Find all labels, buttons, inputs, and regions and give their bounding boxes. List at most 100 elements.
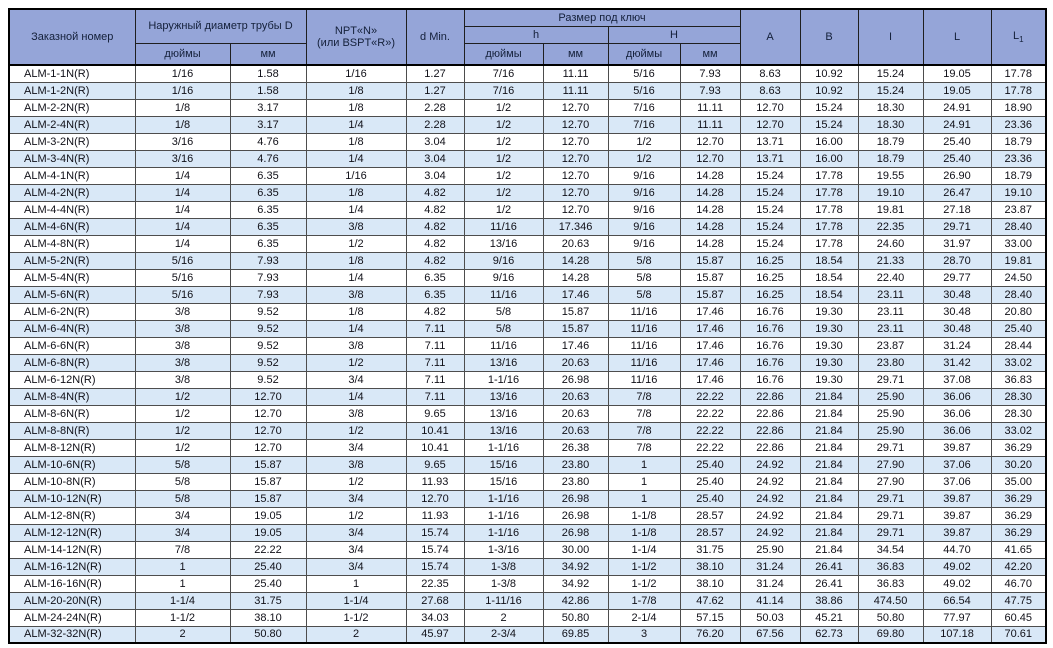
col-a-cell: 24.92 xyxy=(739,455,801,474)
d-min-cell: 2.28 xyxy=(405,115,465,134)
h-cap-inches-cell: 1-7/8 xyxy=(607,591,681,610)
col-a-cell: 22.86 xyxy=(739,421,801,440)
col-i-cell: 69.80 xyxy=(857,625,924,644)
table-row: ALM-1-1N(R) 1/16 1.58 1/16 1.27 7/16 11.11 5/16… xyxy=(8,64,1047,83)
col-l1-cell: 17.78 xyxy=(990,64,1047,83)
h-cap-mm-cell: 7.93 xyxy=(679,64,741,83)
h-cap-mm-cell: 22.22 xyxy=(679,421,741,440)
col-l-cell: 28.70 xyxy=(922,251,992,270)
order-number-cell: ALM-4-8N(R) xyxy=(8,234,136,253)
d-mm-cell: 12.70 xyxy=(229,438,307,457)
col-b-cell: 21.84 xyxy=(799,472,859,491)
h-mm-cell: 12.70 xyxy=(542,183,609,202)
h-inches-cell: 1-1/16 xyxy=(463,489,544,508)
h-inches-cell: 1/2 xyxy=(463,166,544,185)
d-min-cell: 12.70 xyxy=(405,489,465,508)
header-col-l1: L1 xyxy=(990,8,1047,66)
h-inches-cell: 1/2 xyxy=(463,115,544,134)
table-row: ALM-8-4N(R) 1/2 12.70 1/4 7.11 13/16 20.63 7/8 2… xyxy=(8,387,1047,406)
table-row: ALM-4-2N(R) 1/4 6.35 1/8 4.82 1/2 12.70 9/16 14.… xyxy=(8,183,1047,202)
h-cap-inches-cell: 1-1/2 xyxy=(607,557,681,576)
header-h-inches: дюймы xyxy=(463,42,544,66)
order-number-cell: ALM-3-4N(R) xyxy=(8,149,136,168)
d-min-cell: 7.11 xyxy=(405,387,465,406)
col-b-cell: 17.78 xyxy=(799,234,859,253)
table-row: ALM-2-4N(R) 1/8 3.17 1/4 2.28 1/2 12.70 7/16 11.… xyxy=(8,115,1047,134)
h-cap-mm-cell: 17.46 xyxy=(679,370,741,389)
d-inches-cell: 1/16 xyxy=(134,81,231,100)
h-inches-cell: 1-3/8 xyxy=(463,557,544,576)
col-l1-cell: 42.20 xyxy=(990,557,1047,576)
h-mm-cell: 34.92 xyxy=(542,557,609,576)
npt-cell: 3/4 xyxy=(305,438,407,457)
d-mm-cell: 4.76 xyxy=(229,149,307,168)
h-cap-mm-cell: 11.11 xyxy=(679,98,741,117)
col-l1-cell: 70.61 xyxy=(990,625,1047,644)
order-number-cell: ALM-6-4N(R) xyxy=(8,319,136,338)
col-i-cell: 50.80 xyxy=(857,608,924,627)
d-mm-cell: 9.52 xyxy=(229,302,307,321)
h-cap-inches-cell: 11/16 xyxy=(607,370,681,389)
table-row: ALM-8-8N(R) 1/2 12.70 1/2 10.41 13/16 20.63 7/8… xyxy=(8,421,1047,440)
d-mm-cell: 19.05 xyxy=(229,523,307,542)
table-row: ALM-5-6N(R) 5/16 7.93 3/8 6.35 11/16 17.46 5/8 1… xyxy=(8,285,1047,304)
table-row: ALM-4-6N(R) 1/4 6.35 3/8 4.82 11/16 17.346 9/16… xyxy=(8,217,1047,236)
col-i-cell: 29.71 xyxy=(857,438,924,457)
h-inches-cell: 13/16 xyxy=(463,421,544,440)
d-min-cell: 6.35 xyxy=(405,268,465,287)
d-mm-cell: 3.17 xyxy=(229,115,307,134)
col-l1-cell: 28.30 xyxy=(990,387,1047,406)
col-b-cell: 26.41 xyxy=(799,557,859,576)
h-cap-inches-cell: 5/16 xyxy=(607,64,681,83)
d-min-cell: 4.82 xyxy=(405,183,465,202)
d-inches-cell: 1/2 xyxy=(134,421,231,440)
h-cap-mm-cell: 17.46 xyxy=(679,336,741,355)
col-i-cell: 23.11 xyxy=(857,302,924,321)
d-inches-cell: 3/8 xyxy=(134,319,231,338)
h-mm-cell: 12.70 xyxy=(542,149,609,168)
col-l-cell: 36.06 xyxy=(922,387,992,406)
col-a-cell: 67.56 xyxy=(739,625,801,644)
h-inches-cell: 1-3/8 xyxy=(463,574,544,593)
col-i-cell: 18.30 xyxy=(857,115,924,134)
d-inches-cell: 5/16 xyxy=(134,268,231,287)
table-row: ALM-32-32N(R) 2 50.80 2 45.97 2-3/4 69.85 3 76.2… xyxy=(8,625,1047,644)
d-inches-cell: 1/8 xyxy=(134,98,231,117)
npt-cell: 1/2 xyxy=(305,421,407,440)
header-outer-diameter: Наружный диаметр трубы D xyxy=(134,8,307,44)
col-b-cell: 17.78 xyxy=(799,183,859,202)
h-mm-cell: 17.46 xyxy=(542,336,609,355)
npt-cell: 3/8 xyxy=(305,336,407,355)
d-mm-cell: 4.76 xyxy=(229,132,307,151)
d-min-cell: 9.65 xyxy=(405,404,465,423)
col-a-cell: 16.76 xyxy=(739,302,801,321)
col-a-cell: 12.70 xyxy=(739,98,801,117)
header-npt-line1: NPT«N» xyxy=(334,25,378,37)
col-l1-cell: 60.45 xyxy=(990,608,1047,627)
table-row: ALM-6-2N(R) 3/8 9.52 1/8 4.82 5/8 15.87 11/16 17… xyxy=(8,302,1047,321)
h-inches-cell: 11/16 xyxy=(463,285,544,304)
h-cap-mm-cell: 17.46 xyxy=(679,302,741,321)
d-min-cell: 4.82 xyxy=(405,217,465,236)
header-col-l: L xyxy=(922,8,992,66)
col-a-cell: 15.24 xyxy=(739,234,801,253)
h-cap-mm-cell: 25.40 xyxy=(679,472,741,491)
h-cap-mm-cell: 28.57 xyxy=(679,523,741,542)
h-mm-cell: 12.70 xyxy=(542,200,609,219)
h-cap-mm-cell: 25.40 xyxy=(679,455,741,474)
col-l-cell: 31.42 xyxy=(922,353,992,372)
col-b-cell: 15.24 xyxy=(799,98,859,117)
d-mm-cell: 9.52 xyxy=(229,370,307,389)
d-min-cell: 4.82 xyxy=(405,302,465,321)
col-b-cell: 17.78 xyxy=(799,217,859,236)
h-mm-cell: 20.63 xyxy=(542,421,609,440)
order-number-cell: ALM-4-6N(R) xyxy=(8,217,136,236)
d-min-cell: 1.27 xyxy=(405,64,465,83)
d-mm-cell: 38.10 xyxy=(229,608,307,627)
h-cap-mm-cell: 57.15 xyxy=(679,608,741,627)
h-mm-cell: 34.92 xyxy=(542,574,609,593)
h-cap-mm-cell: 14.28 xyxy=(679,166,741,185)
h-cap-mm-cell: 12.70 xyxy=(679,149,741,168)
d-min-cell: 7.11 xyxy=(405,319,465,338)
col-i-cell: 474.50 xyxy=(857,591,924,610)
